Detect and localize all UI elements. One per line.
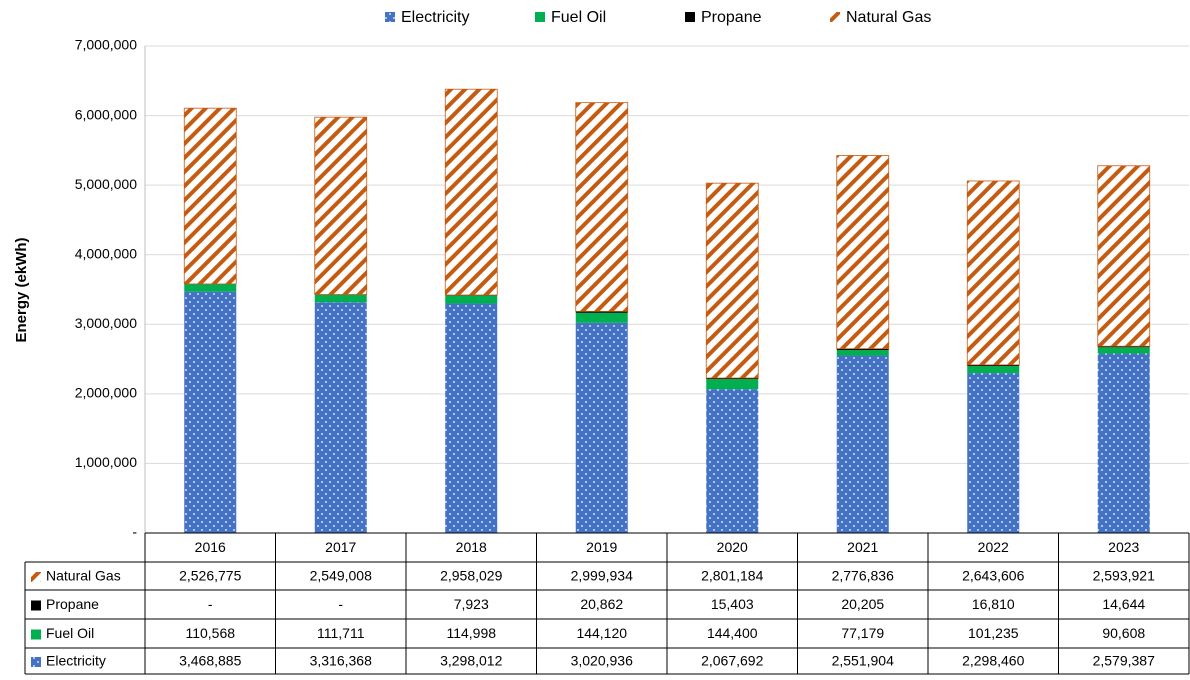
legend-label: Fuel Oil xyxy=(551,9,606,26)
x-tick-label: 2019 xyxy=(586,539,617,555)
bar-segment xyxy=(967,373,1020,533)
table-cell: 110,568 xyxy=(185,625,235,641)
bar-segment xyxy=(706,379,759,390)
x-tick-label: 2017 xyxy=(325,539,356,555)
legend-key xyxy=(535,12,545,22)
bar-segment xyxy=(575,102,629,312)
x-tick-label: 2021 xyxy=(847,539,878,555)
bar-segment xyxy=(967,364,1020,367)
y-tick-label: 4,000,000 xyxy=(75,245,137,261)
table-legend-key xyxy=(31,629,41,640)
table-cell: 15,403 xyxy=(711,596,754,612)
bar-segment xyxy=(575,322,628,533)
table-cell: 2,579,387 xyxy=(1093,653,1155,669)
x-tick-label: 2016 xyxy=(195,539,226,555)
table-cell: 3,468,885 xyxy=(179,653,241,669)
legend-label: Propane xyxy=(701,9,762,26)
table-row-label: Natural Gas xyxy=(46,568,121,584)
legend-key xyxy=(830,12,840,22)
bar-segment xyxy=(184,283,237,292)
table-cell: 2,593,921 xyxy=(1093,568,1155,584)
bar-segment xyxy=(444,88,498,296)
bar-segment xyxy=(445,303,498,533)
bar-segment xyxy=(183,107,237,285)
bar-segment xyxy=(575,311,628,313)
table-cell: 3,316,368 xyxy=(310,653,372,669)
y-tick-label: - xyxy=(132,524,137,540)
bar-segment xyxy=(314,294,367,303)
table-cell: 3,298,012 xyxy=(440,653,502,669)
y-tick-label: 1,000,000 xyxy=(75,454,137,470)
bar-segment xyxy=(967,366,1020,374)
table-legend-key xyxy=(31,600,41,611)
table-legend-key xyxy=(31,572,41,582)
table-cell: 144,400 xyxy=(707,625,758,641)
table-row-label: Propane xyxy=(46,596,99,612)
table-cell: 2,801,184 xyxy=(701,568,763,584)
bar-segment xyxy=(445,295,498,304)
bar-segment xyxy=(314,116,368,295)
table-legend-key xyxy=(31,657,41,667)
x-tick-label: 2023 xyxy=(1108,539,1139,555)
table-cell: 144,120 xyxy=(576,625,627,641)
table-cell: 101,235 xyxy=(968,625,1019,641)
table-cell: 7,923 xyxy=(454,596,489,612)
table-cell: 2,067,692 xyxy=(701,653,763,669)
bar-segment xyxy=(314,302,367,533)
table-cell: 20,862 xyxy=(580,596,623,612)
table-cell: - xyxy=(338,596,343,612)
table-cell: 14,644 xyxy=(1102,596,1145,612)
bar-segment xyxy=(836,155,890,350)
bar-segment xyxy=(575,312,628,323)
table-cell: 2,526,775 xyxy=(179,568,241,584)
table-cell: 2,298,460 xyxy=(962,653,1024,669)
table-cell: 90,608 xyxy=(1102,625,1145,641)
table-cell: 3,020,936 xyxy=(571,653,633,669)
table-cell: 2,999,934 xyxy=(571,568,633,584)
legend-key xyxy=(685,12,695,22)
bar-segment xyxy=(836,350,889,356)
bar-segment xyxy=(1097,346,1150,348)
table-row-label: Fuel Oil xyxy=(46,625,94,641)
y-tick-label: 5,000,000 xyxy=(75,176,137,192)
y-tick-label: 6,000,000 xyxy=(75,106,137,122)
table-cell: 111,711 xyxy=(317,625,365,641)
bar-segment xyxy=(706,378,759,380)
table-cell: 114,998 xyxy=(446,625,496,641)
x-tick-label: 2018 xyxy=(456,539,487,555)
table-cell: 2,958,029 xyxy=(440,568,502,584)
bar-segment xyxy=(836,348,889,351)
y-tick-label: 2,000,000 xyxy=(75,385,137,401)
y-axis-label: Energy (ekWh) xyxy=(13,237,30,342)
table-cell: 2,551,904 xyxy=(832,653,894,669)
bar-segment xyxy=(966,180,1020,366)
legend-key xyxy=(385,12,395,22)
legend-label: Natural Gas xyxy=(846,9,931,26)
bar-segment xyxy=(836,355,889,533)
bar-segment xyxy=(1097,353,1150,533)
y-tick-label: 3,000,000 xyxy=(75,315,137,331)
table-cell: - xyxy=(208,596,213,612)
x-tick-label: 2020 xyxy=(717,539,748,555)
bar-segment xyxy=(706,389,759,533)
y-tick-label: 7,000,000 xyxy=(75,37,137,53)
bar-segment xyxy=(184,291,237,533)
bar-segment xyxy=(1097,165,1151,347)
bar-segment xyxy=(705,182,759,379)
bar-segment xyxy=(1097,347,1150,354)
table-cell: 2,549,008 xyxy=(310,568,372,584)
table-cell: 2,776,836 xyxy=(832,568,894,584)
table-cell: 2,643,606 xyxy=(962,568,1024,584)
table-cell: 77,179 xyxy=(841,625,884,641)
x-tick-label: 2022 xyxy=(978,539,1009,555)
table-cell: 16,810 xyxy=(972,596,1015,612)
table-cell: 20,205 xyxy=(841,596,884,612)
legend-label: Electricity xyxy=(401,9,469,26)
table-row-label: Electricity xyxy=(46,653,106,669)
